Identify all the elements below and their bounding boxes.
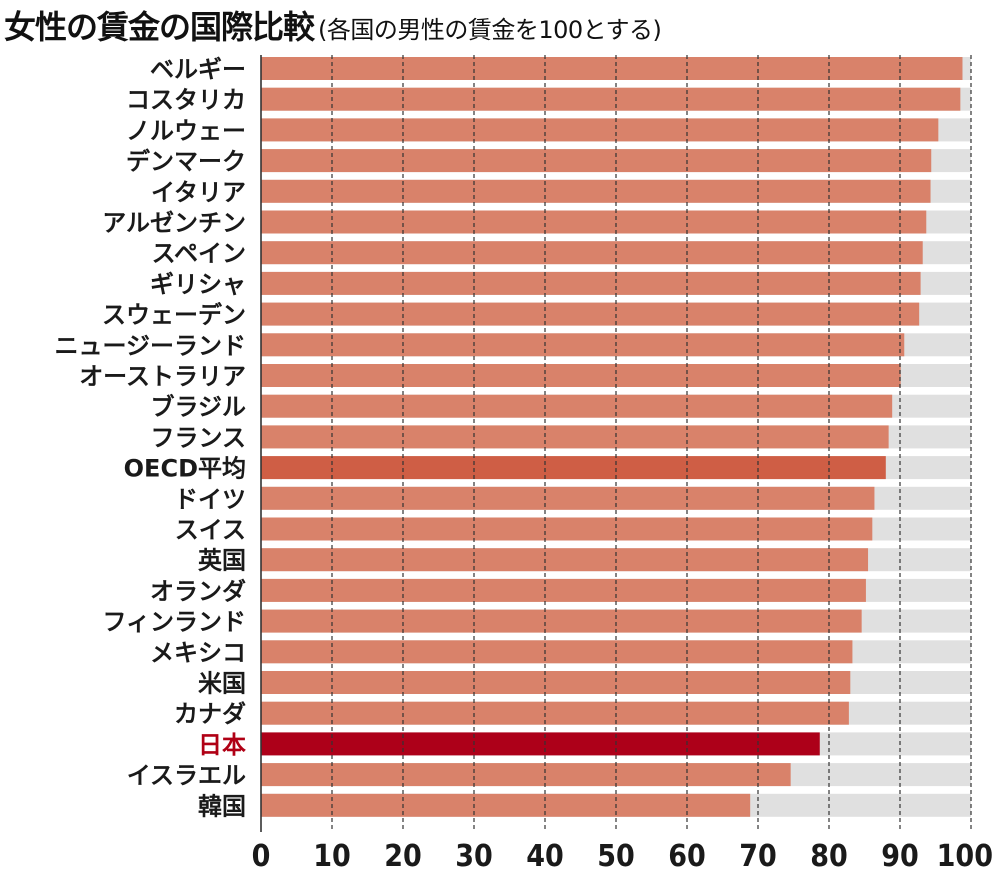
bars [261, 57, 963, 817]
x-axis-tick-labels: 0 10 20 30 40 50 60 70 80 90 100 [252, 839, 993, 872]
bar-country [261, 302, 920, 326]
gridlines [260, 55, 972, 832]
x-tick-label: 100 [937, 839, 993, 872]
category-label: フランス [150, 424, 246, 452]
category-label: フィンランド [102, 608, 246, 636]
category-label: コスタリカ [126, 86, 246, 114]
bar-country [261, 333, 905, 357]
bar-country [261, 609, 862, 633]
category-label: デンマーク [126, 148, 246, 176]
bar-country [261, 640, 853, 664]
x-tick-label: 20 [384, 839, 422, 872]
bar-oecd [261, 456, 886, 480]
bar-country [261, 671, 851, 694]
bar-country [261, 118, 939, 142]
x-tick-label: 50 [597, 839, 635, 872]
category-label: ギリシャ [150, 270, 246, 298]
category-label: 日本 [198, 731, 246, 759]
bar-country [261, 271, 921, 295]
chart-title: 女性の賃金の国際比較 (各国の男性の賃金を100とする) [4, 2, 662, 46]
bar-country [261, 241, 923, 265]
x-tick-label: 0 [252, 839, 271, 872]
category-label: イスラエル [127, 762, 246, 790]
category-label: メキシコ [150, 639, 246, 667]
bar-country [261, 57, 963, 80]
category-label: オランダ [150, 577, 246, 605]
category-label: アルゼンチン [102, 209, 246, 237]
category-label: スイス [175, 516, 246, 544]
x-tick-label: 80 [810, 839, 848, 872]
bar-country [261, 763, 791, 787]
category-label: ブラジル [150, 393, 246, 421]
category-label: スウェーデン [102, 301, 246, 329]
category-label: 韓国 [198, 792, 246, 820]
category-label: スペイン [152, 240, 246, 268]
category-label: オーストラリア [79, 363, 246, 391]
bar-japan [261, 732, 820, 756]
category-label: ニュージーランド [54, 332, 246, 360]
x-tick-label: 10 [313, 839, 351, 872]
bar-country [261, 149, 932, 173]
category-label: 英国 [198, 547, 246, 575]
bar-country [261, 486, 875, 510]
category-label: ノルウェー [126, 117, 246, 145]
category-labels: ベルギーコスタリカノルウェーデンマークイタリアアルゼンチンスペインギリシャスウェ… [54, 56, 246, 821]
x-tick-label: 40 [526, 839, 564, 872]
bar-country [261, 394, 893, 418]
x-tick-label: 70 [739, 839, 777, 872]
bar-country [261, 425, 889, 449]
bar-country [261, 578, 866, 602]
bar-country [261, 87, 961, 111]
category-label: ドイツ [174, 485, 246, 513]
category-label: 米国 [198, 670, 246, 698]
x-tick-label: 90 [881, 839, 919, 872]
category-label: ベルギー [150, 56, 246, 84]
category-label: イタリア [151, 178, 246, 206]
bar-country [261, 793, 751, 817]
bar-country [261, 517, 873, 541]
bar-country [261, 179, 931, 203]
x-tick-label: 30 [455, 839, 493, 872]
bar-country [261, 548, 869, 572]
bar-country [261, 210, 927, 234]
category-label: OECD平均 [124, 455, 246, 483]
bar-country [261, 364, 901, 387]
bar-country [261, 701, 849, 725]
chart-subtitle: (各国の男性の賃金を100とする) [318, 16, 662, 44]
category-label: カナダ [174, 700, 246, 728]
x-tick-label: 60 [668, 839, 706, 872]
chart-title-main: 女性の賃金の国際比較 [4, 8, 315, 46]
